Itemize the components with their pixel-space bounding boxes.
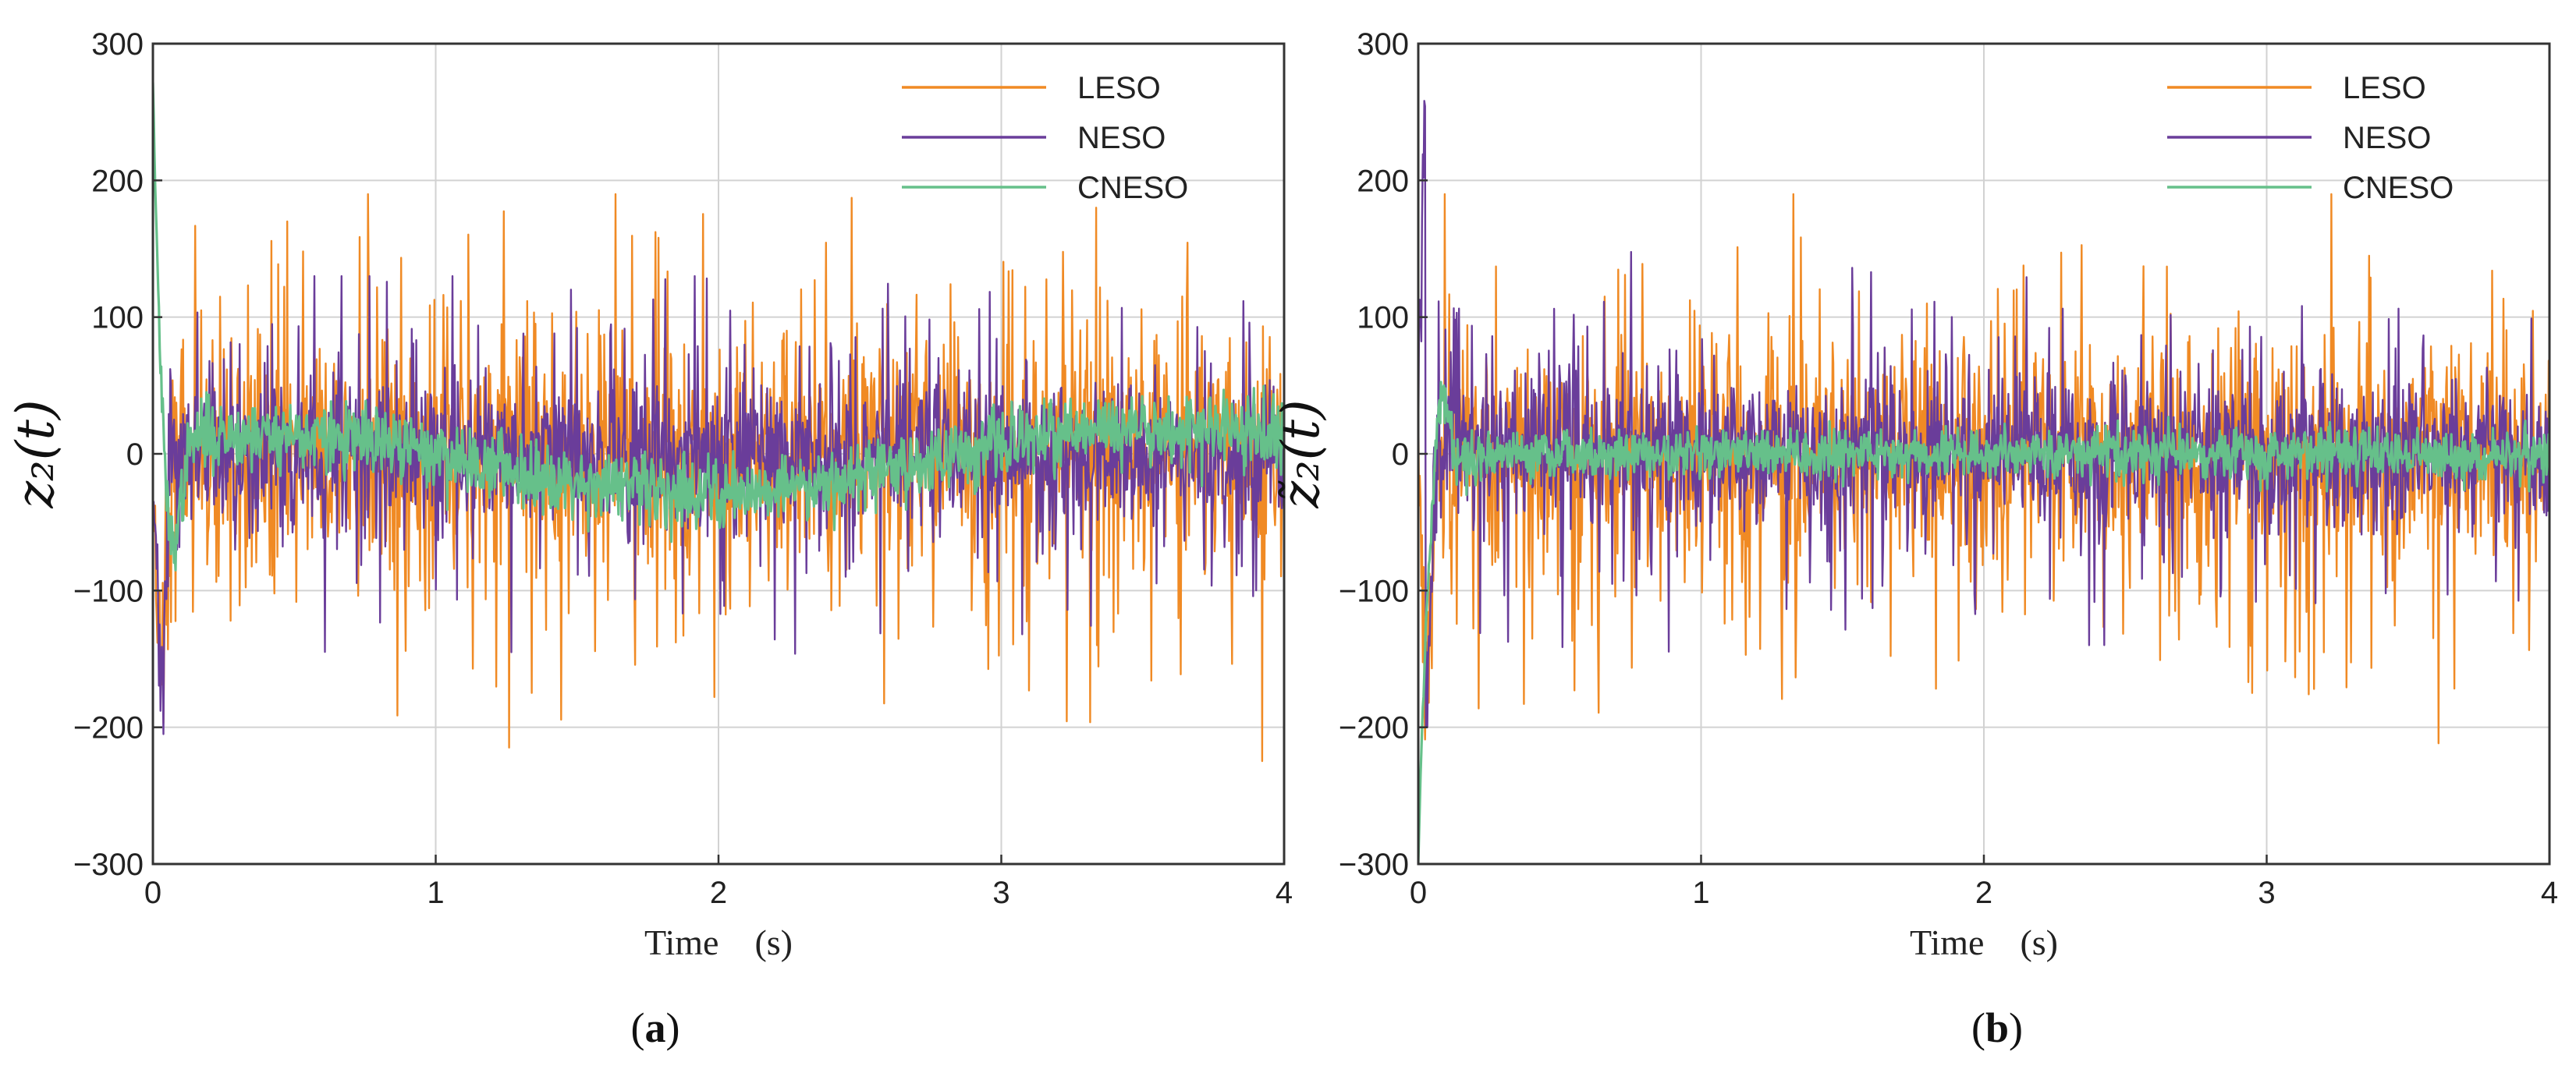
x-tick-label: 2 (1975, 876, 1992, 910)
panel-a: −300 −200 −100 0 100 200 300 0 1 2 3 4 Time (s) z₂(t)… (5, 27, 1293, 1051)
y-tick-label: 200 (91, 164, 144, 198)
legend-label-neso: NESO (2343, 121, 2431, 155)
y-axis-label: z̃₂(t) (1271, 399, 1331, 508)
x-tick-label: 3 (2258, 876, 2275, 910)
legend-label-leso: LESO (1077, 71, 1161, 105)
panel-caption: (a) (631, 1004, 680, 1051)
y-tick-label: 200 (1357, 164, 1409, 198)
series-line-neso (153, 274, 1284, 735)
y-axis-label: z₂(t) (5, 399, 66, 508)
y-tick-label: 100 (1357, 301, 1409, 335)
x-tick-label: 0 (1410, 876, 1427, 910)
y-tick-label: 100 (91, 301, 144, 335)
y-tick-label: 0 (1392, 437, 1409, 472)
y-tick-label: −300 (73, 848, 144, 882)
x-tick-label: 3 (992, 876, 1009, 910)
y-tick-label: 300 (1357, 27, 1409, 62)
x-axis-label: Time (s) (644, 922, 793, 962)
x-tick-label: 4 (2541, 876, 2558, 910)
x-tick-label: 1 (427, 876, 444, 910)
series-line-cneso (1418, 381, 2549, 864)
y-tick-label: 300 (91, 27, 144, 62)
y-tick-label: −200 (73, 711, 144, 745)
y-tick-label: 0 (126, 437, 144, 472)
legend-label-leso: LESO (2343, 71, 2426, 105)
x-tick-label: 4 (1276, 876, 1293, 910)
legend-label-cneso: CNESO (2343, 171, 2454, 205)
y-tick-label: −300 (1339, 848, 1409, 882)
x-tick-label: 2 (710, 876, 727, 910)
x-tick-label: 0 (144, 876, 161, 910)
y-tick-label: −200 (1339, 711, 1409, 745)
y-tick-label: −100 (73, 574, 144, 608)
panel-b: −300 −200 −100 0 100 200 300 0 1 2 3 4 Time (s) z̃₂(t… (1271, 27, 2558, 1051)
legend-label-neso: NESO (1077, 121, 1166, 155)
legend-label-cneso: CNESO (1077, 171, 1188, 205)
x-tick-label: 1 (1692, 876, 1709, 910)
series-line-cneso (153, 82, 1284, 572)
x-axis-label: Time (s) (1910, 922, 2058, 962)
panel-caption: (b) (1971, 1004, 2023, 1051)
y-tick-label: −100 (1339, 574, 1409, 608)
